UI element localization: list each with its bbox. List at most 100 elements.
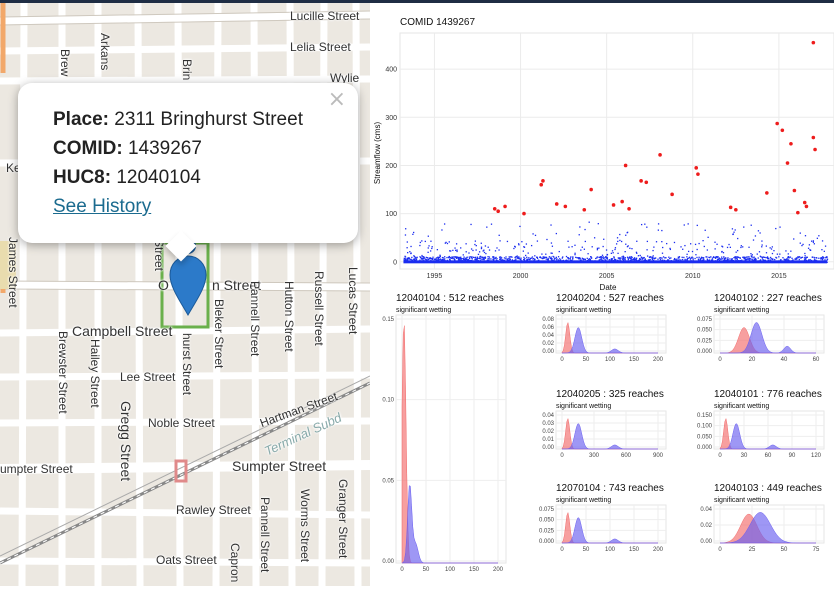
flow-point	[802, 243, 804, 246]
flow-point	[746, 256, 748, 258]
see-history-link[interactable]: See History	[53, 196, 152, 217]
flow-point	[602, 259, 604, 261]
flow-point	[503, 259, 506, 261]
close-icon[interactable]: ×	[327, 87, 346, 112]
panel-subtitle: significant wetting	[556, 403, 611, 410]
panel-ytick: 0.050	[697, 328, 713, 334]
flow-point	[771, 258, 773, 260]
flow-point	[432, 256, 434, 258]
flow-point	[492, 257, 495, 259]
flow-point	[616, 237, 619, 239]
flow-point	[550, 257, 552, 260]
flow-point	[769, 259, 771, 261]
flow-point	[455, 243, 458, 245]
street-label: Russell Street	[312, 271, 326, 346]
street-label: n Street	[212, 277, 262, 293]
flow-point	[688, 256, 691, 258]
flow-point	[570, 256, 572, 258]
flow-point	[708, 259, 711, 261]
flow-point	[633, 258, 635, 261]
flow-point	[736, 256, 739, 258]
flow-point	[620, 240, 623, 243]
high-flow-point	[811, 135, 816, 140]
high-flow-point	[804, 204, 809, 209]
panel-ytick: 0.050	[697, 434, 713, 440]
flow-point	[514, 259, 516, 261]
flow-point	[629, 257, 631, 260]
flow-point	[673, 241, 676, 244]
flow-point	[460, 247, 462, 249]
flow-point	[687, 223, 689, 225]
flow-point	[626, 256, 629, 258]
flow-point	[626, 245, 629, 248]
flow-point	[799, 232, 801, 234]
flow-point	[413, 256, 416, 258]
flow-point	[733, 256, 735, 259]
flow-point	[523, 259, 525, 261]
flow-point	[729, 258, 731, 260]
panel-subtitle: significant wetting	[714, 307, 769, 314]
flow-point	[689, 258, 692, 260]
flow-point	[509, 258, 511, 260]
flow-point	[406, 247, 408, 249]
flow-point	[478, 257, 480, 260]
flow-point	[779, 226, 781, 228]
flow-point	[545, 256, 547, 258]
panel-ytick: 0.025	[539, 528, 555, 534]
flow-point	[808, 244, 811, 246]
flow-point	[547, 259, 549, 261]
flow-point	[439, 256, 441, 258]
flow-point	[680, 259, 682, 261]
flow-point	[533, 258, 536, 260]
flow-point	[735, 251, 737, 253]
flow-point	[479, 256, 481, 258]
flow-point	[658, 257, 661, 259]
flow-point	[706, 249, 709, 251]
flow-point	[661, 229, 663, 232]
flow-point	[465, 251, 467, 253]
street-label: Hailey Street	[88, 339, 102, 408]
flow-point	[641, 257, 643, 260]
flow-point	[578, 258, 580, 260]
flow-point	[598, 256, 600, 258]
flow-point	[515, 258, 517, 260]
flow-point	[751, 254, 753, 256]
flow-point	[421, 254, 423, 257]
flow-point	[771, 246, 773, 248]
high-flow-point	[811, 40, 816, 45]
high-flow-point	[796, 210, 800, 215]
flow-point	[665, 257, 667, 259]
panel-ytick: 0.02	[542, 341, 554, 347]
flow-point	[624, 259, 626, 261]
flow-point	[628, 257, 631, 259]
flow-point	[720, 258, 722, 260]
flow-point	[813, 243, 816, 245]
flow-point	[428, 257, 431, 260]
flow-point	[496, 247, 498, 249]
main-grid	[400, 33, 834, 269]
flow-point	[411, 259, 414, 261]
flow-point	[444, 256, 446, 258]
flow-point	[596, 256, 598, 258]
high-flow-point	[734, 207, 738, 212]
flow-point	[630, 258, 632, 260]
flow-point	[520, 257, 522, 259]
flow-point	[711, 257, 714, 259]
flow-point	[414, 258, 417, 260]
map-panel[interactable]: Lucille Street Lelia Street Wylie Brew A…	[0, 3, 370, 586]
flow-point	[805, 258, 807, 260]
flow-point	[465, 243, 467, 245]
panel-xtick: 0	[560, 357, 564, 363]
flow-point	[820, 257, 822, 259]
flow-point	[652, 255, 654, 257]
flow-point	[779, 253, 781, 255]
street-label: Brin	[180, 59, 194, 81]
flow-point	[449, 257, 452, 259]
flow-point	[602, 257, 604, 259]
flow-point	[520, 258, 522, 261]
ytick-label: 200	[385, 163, 397, 170]
high-flow-point	[589, 187, 593, 192]
flow-point	[669, 248, 672, 251]
flow-point	[821, 240, 824, 242]
flow-point	[421, 240, 423, 242]
